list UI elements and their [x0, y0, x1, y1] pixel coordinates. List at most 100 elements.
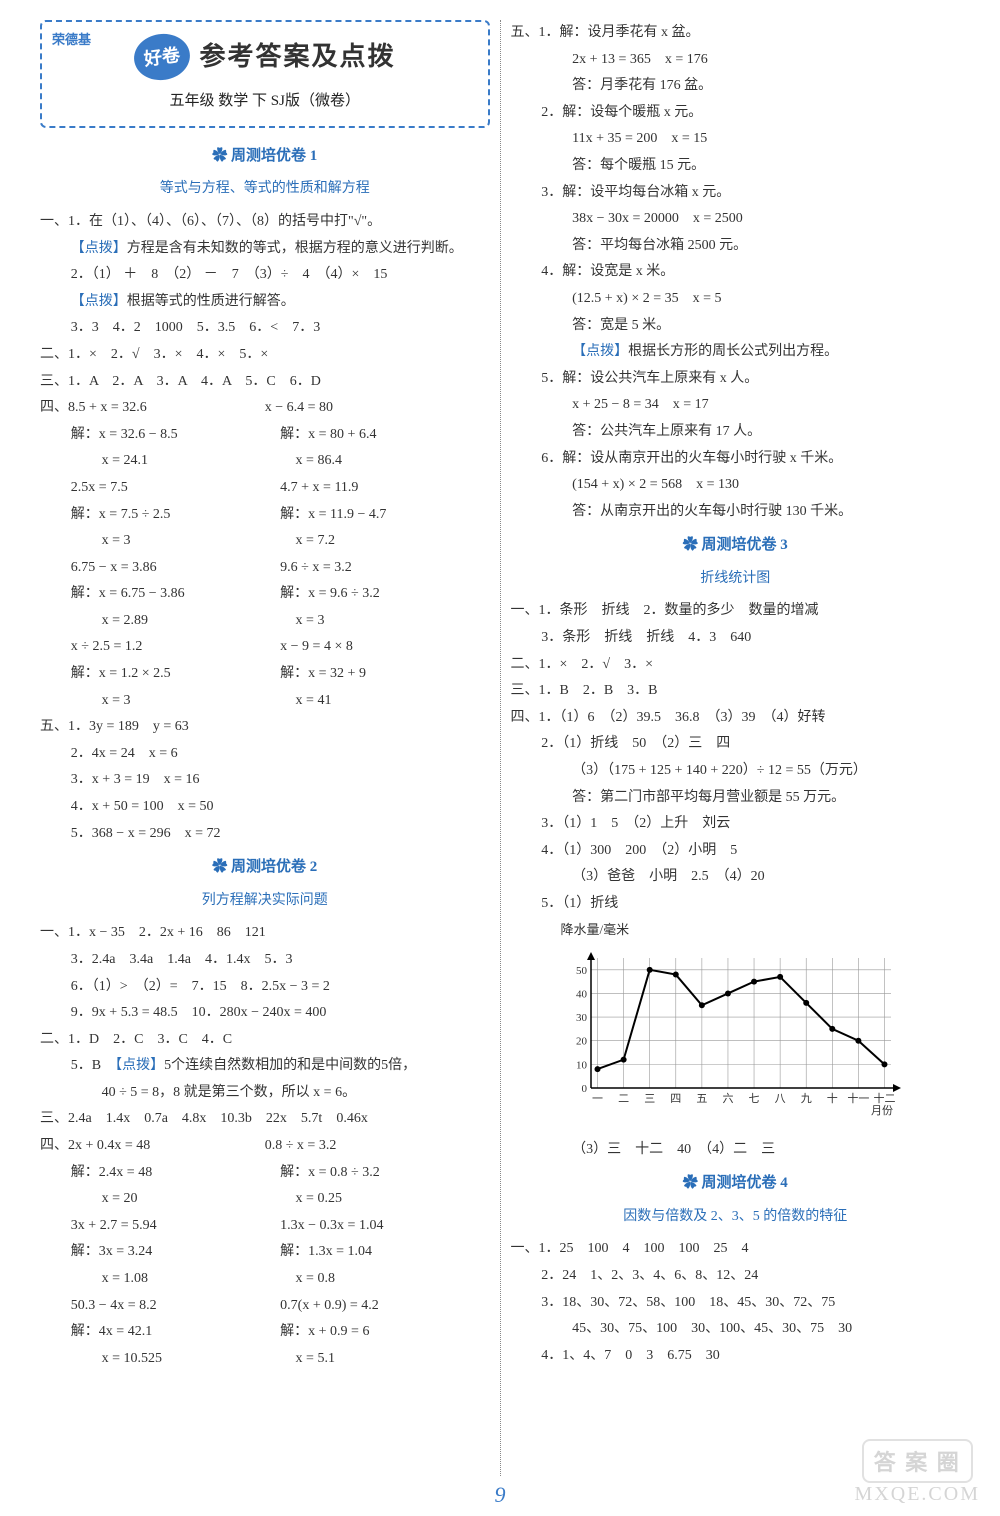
text: 5．B — [71, 1058, 115, 1073]
equation-row: x = 10.525 x = 5.1 — [40, 1346, 490, 1373]
text-line: 3．x + 3 = 19 x = 16 — [40, 767, 490, 794]
equation-row: 解：3x = 3.24 解：1.3x = 1.04 — [40, 1239, 490, 1266]
hint-text: 根据等式的性质进行解答。 — [127, 294, 295, 309]
right-column: 五、1．解：设月季花有 x 盆。 2x + 13 = 365 x = 176 答… — [501, 20, 971, 1476]
text-line: 一、1．条形 折线 2．数量的多少 数量的增减 — [511, 598, 961, 625]
text-line: 五、1．解：设月季花有 x 盆。 — [511, 20, 961, 47]
svg-text:月份: 月份 — [871, 1104, 893, 1117]
equation-row: x = 1.08 x = 0.8 — [40, 1266, 490, 1293]
text-line: 答：第二门市部平均每月营业额是 55 万元。 — [511, 785, 961, 812]
eq-right: 0.8 ÷ x = 3.2 — [265, 1133, 490, 1160]
text-line: 答：宽是 5 米。 — [511, 313, 961, 340]
eq-right: 解：x = 80 + 6.4 — [280, 422, 489, 449]
eq-right: x = 3 — [296, 608, 490, 635]
hint-text: 5个连续自然数相加的和是中间数的5倍， — [164, 1058, 416, 1073]
eq-right: x = 0.8 — [296, 1266, 490, 1293]
eq-left: 3x + 2.7 = 5.94 — [71, 1213, 280, 1240]
eq-right: 解：1.3x = 1.04 — [280, 1239, 489, 1266]
hint-label: 【点拨】 — [71, 241, 127, 256]
eq-right: x = 5.1 — [296, 1346, 490, 1373]
watermark: 答 案 圈 MXQE.COM — [855, 1439, 980, 1506]
text-line: 二、1．D 2．C 3．C 4．C — [40, 1027, 490, 1054]
equation-row: 四、2x + 0.4x = 48 0.8 ÷ x = 3.2 — [40, 1133, 490, 1160]
equation-row: 解：x = 6.75 − 3.86 解：x = 9.6 ÷ 3.2 — [40, 581, 490, 608]
section2-sub: 列方程解决实际问题 — [40, 888, 490, 915]
svg-text:四: 四 — [670, 1093, 681, 1105]
text-line: 5．（1）折线 — [511, 891, 961, 918]
svg-text:十二: 十二 — [873, 1091, 895, 1105]
text-line: (12.5 + x) × 2 = 35 x = 5 — [511, 286, 961, 313]
hint-line: 【点拨】根据等式的性质进行解答。 — [40, 289, 490, 316]
header: 荣德基 好卷 参考答案及点拨 五年级 数学 下 SJ版（微卷） — [40, 20, 490, 128]
page: 荣德基 好卷 参考答案及点拨 五年级 数学 下 SJ版（微卷） 周测培优卷 1 … — [0, 0, 1000, 1516]
text-line: 45、30、75、100 30、100、45、30、75 30 — [511, 1316, 961, 1343]
section1-sub: 等式与方程、等式的性质和解方程 — [40, 176, 490, 203]
eq-right: x = 7.2 — [296, 528, 490, 555]
text-line: 40 ÷ 5 = 8，8 就是第三个数，所以 x = 6。 — [40, 1080, 490, 1107]
text-line: 五、1．3y = 189 y = 63 — [40, 714, 490, 741]
eq-left: x = 20 — [102, 1186, 296, 1213]
text-line: 答：每个暖瓶 15 元。 — [511, 153, 961, 180]
equation-row: 解：4x = 42.1 解：x + 0.9 = 6 — [40, 1319, 490, 1346]
text-line: 四、1．（1）6 （2）39.5 36.8 （3）39 （4）好转 — [511, 705, 961, 732]
section4-sub: 因数与倍数及 2、3、5 的倍数的特征 — [511, 1204, 961, 1231]
svg-text:五: 五 — [696, 1093, 707, 1105]
svg-text:30: 30 — [576, 1012, 588, 1024]
text-line: 2．解：设每个暖瓶 x 元。 — [511, 100, 961, 127]
hint-text: 根据长方形的周长公式列出方程。 — [628, 344, 838, 359]
hint-label: 【点拨】 — [71, 294, 127, 309]
eq-right: 4.7 + x = 11.9 — [280, 475, 489, 502]
header-subtitle: 五年级 数学 下 SJ版（微卷） — [50, 87, 480, 116]
eq-left: 解：4x = 42.1 — [71, 1319, 280, 1346]
text-line: 3．（1）1 5 （2）上升 刘云 — [511, 811, 961, 838]
text-line: 2．24 1、2、3、4、6、8、12、24 — [511, 1263, 961, 1290]
svg-text:十: 十 — [826, 1091, 837, 1105]
eq-right: x − 6.4 = 80 — [265, 395, 490, 422]
eq-left: 6.75 − x = 3.86 — [71, 555, 280, 582]
equation-row: 6.75 − x = 3.86 9.6 ÷ x = 3.2 — [40, 555, 490, 582]
section3-sub: 折线统计图 — [511, 566, 961, 593]
equation-row: x = 20 x = 0.25 — [40, 1186, 490, 1213]
text-line: 11x + 35 = 200 x = 15 — [511, 126, 961, 153]
text-line: （3）（175 + 125 + 140 + 220）÷ 12 = 55（万元） — [511, 758, 961, 785]
text-line: 4．（1）300 200 （2）小明 5 — [511, 838, 961, 865]
eq-left: 解：2.4x = 48 — [71, 1160, 280, 1187]
text-line: 2x + 13 = 365 x = 176 — [511, 47, 961, 74]
text-line: 二、1．× 2．√ 3．× — [511, 652, 961, 679]
hint-label: 【点拨】 — [115, 1058, 164, 1073]
logo-badge: 好卷 — [131, 30, 193, 84]
equation-row: x = 3 x = 7.2 — [40, 528, 490, 555]
chart-svg: 01020304050一二三四五六七八九十十一十二月份 — [561, 948, 901, 1118]
text-line: 4．解：设宽是 x 米。 — [511, 259, 961, 286]
eq-left: 2.5x = 7.5 — [71, 475, 280, 502]
eq-left: 解：x = 1.2 × 2.5 — [71, 661, 280, 688]
eq-right: 解：x = 11.9 − 4.7 — [280, 502, 489, 529]
hint-text: 方程是含有未知数的等式，根据方程的意义进行判断。 — [127, 241, 463, 256]
svg-text:20: 20 — [576, 1036, 588, 1048]
svg-text:九: 九 — [800, 1092, 811, 1105]
text-line: 9．9x + 5.3 = 48.5 10．280x − 240x = 400 — [40, 1000, 490, 1027]
page-number: 9 — [495, 1482, 506, 1508]
hint-line: 【点拨】根据长方形的周长公式列出方程。 — [511, 339, 961, 366]
eq-right: 解：x = 0.8 ÷ 3.2 — [280, 1160, 489, 1187]
eq-left: x = 10.525 — [102, 1346, 296, 1373]
text-line: 答：平均每台冰箱 2500 元。 — [511, 233, 961, 260]
svg-text:一: 一 — [592, 1093, 603, 1105]
eq-left: x = 2.89 — [102, 608, 296, 635]
svg-text:十一: 十一 — [847, 1091, 869, 1105]
text-line: 3．条形 折线 折线 4．3 640 — [511, 625, 961, 652]
equation-row: 3x + 2.7 = 5.94 1.3x − 0.3x = 1.04 — [40, 1213, 490, 1240]
eq-right: x = 0.25 — [296, 1186, 490, 1213]
eq-left: 解：x = 6.75 − 3.86 — [71, 581, 280, 608]
text-line: 二、1．× 2．√ 3．× 4．× 5．× — [40, 342, 490, 369]
text-line: x + 25 − 8 = 34 x = 17 — [511, 392, 961, 419]
header-title: 参考答案及点拨 — [199, 32, 395, 81]
eq-left: x = 3 — [102, 688, 296, 715]
text-line: 一、1．x − 35 2．2x + 16 86 121 — [40, 920, 490, 947]
watermark-bottom: MXQE.COM — [855, 1483, 980, 1506]
svg-text:二: 二 — [618, 1093, 629, 1105]
eq-right: 0.7(x + 0.9) = 4.2 — [280, 1293, 489, 1320]
text-line: 2．4x = 24 x = 6 — [40, 741, 490, 768]
svg-text:0: 0 — [581, 1083, 587, 1095]
eq-left: 解：x = 7.5 ÷ 2.5 — [71, 502, 280, 529]
